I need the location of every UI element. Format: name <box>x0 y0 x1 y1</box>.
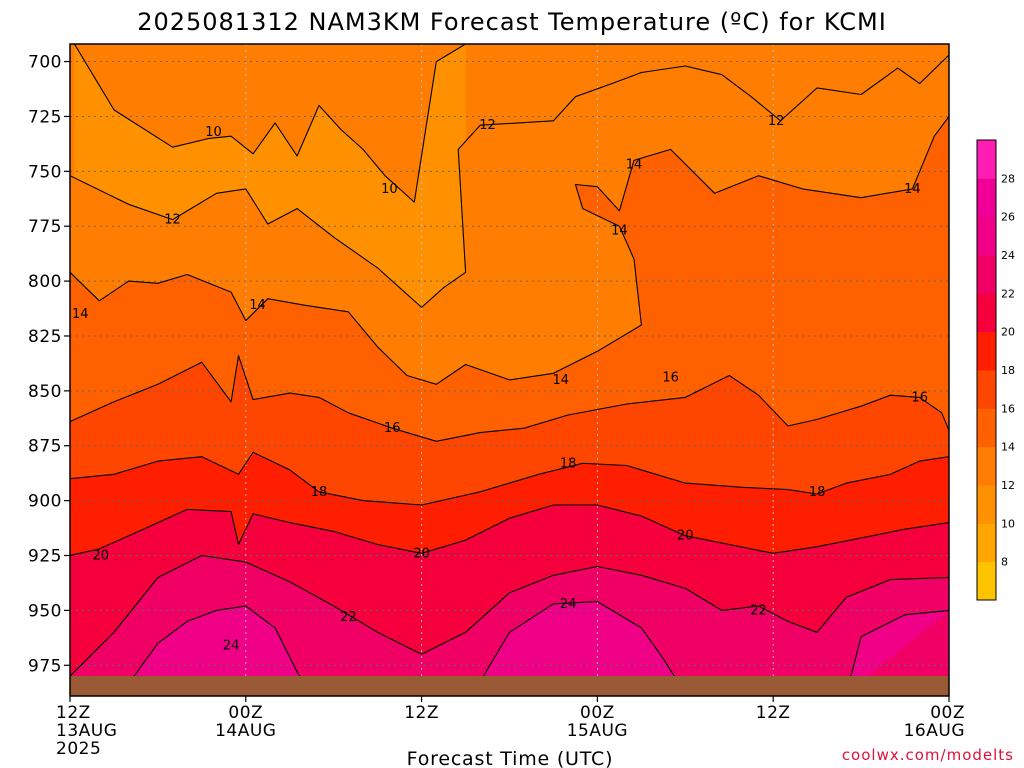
isotherm-label-10-0-1: 10 <box>381 182 398 197</box>
x-tick-label-36-line2: 15AUG <box>567 721 628 741</box>
isotherm-label-22-6-0: 22 <box>340 610 357 625</box>
isotherm-line-24-8 <box>472 601 686 695</box>
x-tick-label-60-line2: 16AUG <box>904 721 965 741</box>
isotherm-label-14-2-0: 14 <box>72 307 89 322</box>
y-tick-label-725: 725 <box>28 107 62 127</box>
colorbar-label-26: 26 <box>1001 211 1015 224</box>
isotherm-label-14-2-4: 14 <box>553 373 570 388</box>
colorbar-segment-0 <box>977 561 996 601</box>
x-tick-label-24-line1: 12Z <box>404 703 439 723</box>
isotherm-label-12-1-2: 12 <box>768 114 785 129</box>
isotherm-label-24-7-0: 24 <box>223 639 240 654</box>
colorbar-segment-11 <box>977 140 996 179</box>
colorbar-segment-2 <box>977 485 996 524</box>
credit-text: coolwx.com/modelts <box>842 746 1014 764</box>
x-tick-label-0-line3: 2025 <box>56 739 101 759</box>
colorbar-label-8: 8 <box>1001 556 1008 569</box>
isotherm-label-20-5-2: 20 <box>677 529 694 544</box>
colorbar: 8 10 12 14 16 18 20 22 24 26 28 <box>976 139 1015 601</box>
chart-title: 2025081312 NAM3KM Forecast Temperature (… <box>137 8 887 36</box>
colorbar-segment-8 <box>977 255 996 294</box>
colorbar-segment-5 <box>977 370 996 409</box>
isotherm-line-24-9 <box>845 609 949 694</box>
x-tick-label-48-line1: 12Z <box>756 703 791 723</box>
isotherm-label-14-2-1: 14 <box>249 298 266 313</box>
y-tick-label-950: 950 <box>28 601 62 621</box>
isotherm-label-18-4-0: 18 <box>311 485 328 500</box>
isotherm-label-12-1-1: 12 <box>479 118 496 133</box>
x-tick-label-0-line1: 12Z <box>56 703 91 723</box>
y-tick-label-800: 800 <box>28 272 62 292</box>
y-tick-label-875: 875 <box>28 437 62 457</box>
y-tick-label-900: 900 <box>28 492 62 512</box>
isotherm-label-14-2-2: 14 <box>626 158 643 173</box>
y-tick-label-750: 750 <box>28 162 62 182</box>
isotherm-line-22-6 <box>70 554 949 677</box>
isotherm-line-14-2 <box>70 116 949 385</box>
temperature-band-24-8 <box>472 601 686 694</box>
colorbar-label-10: 10 <box>1001 517 1015 530</box>
x-tick-label-60-line1: 00Z <box>930 703 965 723</box>
isotherm-line-18-4 <box>70 451 949 506</box>
colorbar-label-12: 12 <box>1001 479 1015 492</box>
y-axis: 700 725 750 775 800 825 850 875 900 925 950 975 <box>28 53 70 676</box>
y-tick-label-775: 775 <box>28 217 62 237</box>
colorbar-segment-4 <box>977 408 996 448</box>
plot-frame <box>69 43 950 697</box>
isotherm-label-16-3-2: 16 <box>911 390 928 405</box>
isotherm-lines <box>70 44 949 695</box>
isotherm-label-16-3-0: 16 <box>384 421 401 436</box>
isotherm-label-14-2-3: 14 <box>611 224 628 239</box>
terrain-block <box>70 676 949 696</box>
temperature-band-24-7 <box>121 606 312 694</box>
colorbar-segment-6 <box>977 331 996 371</box>
isotherm-label-20-5-1: 20 <box>413 546 430 561</box>
colorbar-segment-9 <box>977 216 996 256</box>
isotherm-label-22-6-1: 22 <box>750 603 767 618</box>
isotherm-label-18-4-2: 18 <box>809 485 826 500</box>
x-tick-label-12-line2: 14AUG <box>215 721 276 741</box>
isotherm-label-24-7-1: 24 <box>560 597 577 612</box>
isotherm-line-20-5 <box>70 504 949 557</box>
plot-area: 10 10 12 12 12 14 14 14 14 14 14 16 16 16 18 18 18 20 20 20… <box>70 44 949 696</box>
isotherm-label-12-1-0: 12 <box>164 213 181 228</box>
y-tick-label-925: 925 <box>28 547 62 567</box>
colorbar-segment-7 <box>977 293 996 333</box>
y-tick-label-825: 825 <box>28 327 62 347</box>
x-tick-label-36-line1: 00Z <box>580 703 615 723</box>
isotherm-label-10-0-0: 10 <box>205 125 222 140</box>
colorbar-label-24: 24 <box>1001 249 1015 262</box>
isotherm-labels: 10 10 12 12 12 14 14 14 14 14 14 16 16 16 18 18 18 20 20 20… <box>72 114 928 654</box>
grid <box>70 44 949 696</box>
isotherm-label-18-4-1: 18 <box>560 456 577 471</box>
x-tick-label-0-line2: 13AUG <box>56 721 117 741</box>
colorbar-segment-1 <box>977 523 996 563</box>
isotherm-label-20-5-0: 20 <box>92 549 109 564</box>
x-tick-label-12-line1: 00Z <box>228 703 263 723</box>
colorbar-label-18: 18 <box>1001 364 1015 377</box>
y-tick-label-975: 975 <box>28 656 62 676</box>
colorbar-segment-3 <box>977 446 996 486</box>
colorbar-label-22: 22 <box>1001 287 1015 300</box>
x-axis-label: Forecast Time (UTC) <box>407 748 614 768</box>
colorbar-label-16: 16 <box>1001 402 1015 415</box>
colorbar-label-28: 28 <box>1001 172 1015 185</box>
colorbar-label-14: 14 <box>1001 441 1015 454</box>
y-tick-label-700: 700 <box>28 53 62 73</box>
isotherm-line-10-0 <box>73 44 466 203</box>
y-tick-label-850: 850 <box>28 382 62 402</box>
colorbar-segment-10 <box>977 178 996 218</box>
colorbar-label-20: 20 <box>1001 326 1015 339</box>
temperature-bands <box>70 44 949 696</box>
isotherm-label-16-3-1: 16 <box>662 371 679 386</box>
isotherm-label-14-2-5: 14 <box>904 182 921 197</box>
colorbar-frame <box>976 139 997 601</box>
isotherm-line-16-3 <box>70 355 949 442</box>
isotherm-line-12-1 <box>70 54 949 308</box>
isotherm-line-24-7 <box>120 605 313 695</box>
